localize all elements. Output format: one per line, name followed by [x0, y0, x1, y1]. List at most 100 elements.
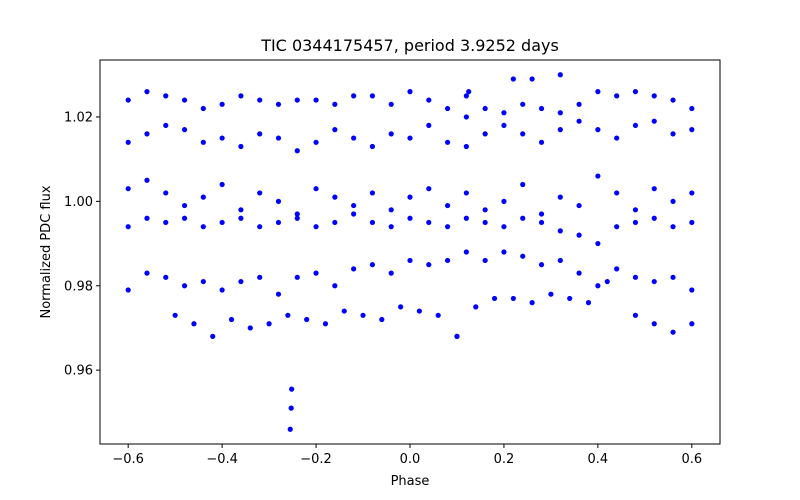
data-point	[576, 202, 582, 209]
data-point	[463, 215, 469, 221]
data-point	[538, 262, 545, 268]
data-point	[444, 257, 451, 264]
data-point	[473, 304, 479, 310]
data-point	[426, 219, 432, 226]
data-point	[407, 135, 413, 141]
data-point	[557, 257, 563, 264]
data-point	[501, 224, 507, 230]
data-point	[332, 283, 338, 289]
data-point	[388, 270, 394, 276]
data-point	[444, 139, 451, 145]
data-point	[181, 127, 188, 133]
data-point	[632, 207, 639, 213]
data-point	[351, 135, 357, 141]
data-point	[651, 278, 657, 285]
data-point	[632, 219, 639, 226]
data-point	[332, 101, 338, 107]
data-point	[144, 131, 150, 137]
data-point	[332, 219, 338, 226]
data-point	[247, 325, 253, 331]
data-point	[491, 295, 498, 302]
x-axis-label: Phase	[391, 474, 430, 489]
data-point	[632, 89, 639, 95]
data-point	[313, 139, 319, 145]
x-tick-label: −0.2	[300, 452, 332, 467]
data-point	[257, 97, 263, 103]
data-point	[463, 93, 469, 99]
data-point	[144, 215, 150, 221]
x-tick-label: −0.4	[206, 452, 238, 467]
data-point	[689, 127, 695, 133]
data-point	[557, 72, 563, 78]
data-point	[576, 118, 582, 124]
data-point	[670, 224, 676, 230]
data-point	[369, 143, 376, 150]
data-point	[125, 287, 131, 293]
y-axis-label: Normalized PDC flux	[39, 185, 54, 318]
data-point	[463, 249, 469, 255]
data-point	[163, 274, 169, 280]
data-point	[228, 316, 235, 323]
data-point	[257, 224, 263, 230]
data-point	[322, 321, 329, 327]
data-point	[529, 300, 535, 306]
data-point	[294, 148, 300, 154]
data-point	[689, 321, 695, 327]
data-point	[689, 105, 695, 112]
data-point	[651, 215, 657, 221]
data-point	[257, 190, 263, 196]
data-point	[219, 287, 225, 293]
data-point	[501, 249, 507, 255]
data-point	[444, 224, 451, 230]
data-point	[369, 219, 376, 226]
data-point	[289, 386, 295, 392]
data-point	[313, 270, 319, 276]
data-point	[144, 89, 150, 95]
data-point	[454, 333, 460, 339]
data-point	[238, 278, 244, 285]
data-point	[567, 295, 573, 302]
data-point	[576, 101, 582, 107]
y-tick-label: 1.02	[64, 110, 93, 125]
data-point	[557, 110, 563, 116]
y-axis: 0.96 0.98 1.00 1.02	[64, 110, 100, 379]
data-point	[463, 190, 469, 196]
data-point	[463, 143, 469, 150]
data-point	[651, 93, 657, 99]
data-point	[275, 219, 282, 226]
data-point	[351, 202, 357, 209]
data-point	[510, 76, 516, 82]
data-point	[520, 131, 526, 137]
data-point	[210, 333, 216, 339]
data-point	[181, 202, 188, 209]
data-point	[689, 219, 695, 226]
data-point	[426, 97, 432, 103]
x-tick-label: 0.0	[400, 452, 421, 467]
data-point	[219, 135, 225, 141]
data-point	[163, 190, 169, 196]
data-point	[557, 127, 563, 133]
data-point	[388, 207, 394, 213]
data-point	[238, 143, 244, 150]
data-point	[285, 312, 291, 318]
data-point	[351, 211, 357, 217]
data-point	[181, 215, 188, 221]
data-point	[266, 321, 272, 327]
series-upper-band	[125, 89, 695, 120]
data-point	[332, 194, 338, 200]
data-point	[388, 224, 394, 230]
data-point	[595, 127, 601, 133]
data-point	[238, 93, 244, 99]
data-point	[275, 101, 282, 107]
y-tick-label: 0.98	[64, 279, 93, 294]
x-tick-label: 0.2	[494, 452, 515, 467]
data-point	[520, 181, 526, 188]
data-points-layer	[125, 72, 695, 432]
data-point	[538, 219, 545, 226]
data-point	[388, 101, 394, 107]
data-point	[670, 131, 676, 137]
data-point	[444, 105, 451, 112]
data-point	[426, 262, 432, 268]
data-point	[172, 312, 178, 318]
